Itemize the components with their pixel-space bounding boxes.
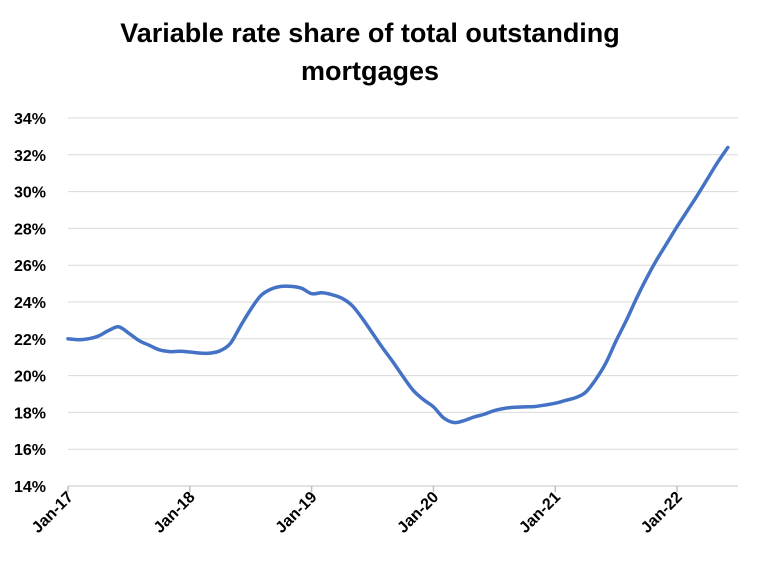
y-tick-label: 28% — [14, 221, 46, 238]
x-tick-label: Jan-20 — [394, 489, 442, 537]
x-tick-label: Jan-22 — [638, 489, 686, 537]
y-tick-label: 34% — [14, 111, 46, 128]
series-layer — [66, 145, 730, 425]
y-tick-label: 18% — [14, 405, 46, 422]
y-tick-label: 32% — [14, 148, 46, 165]
y-tick-label: 22% — [14, 332, 46, 349]
x-tick-label: Jan-19 — [273, 489, 321, 537]
y-tick-label: 26% — [14, 258, 46, 275]
x-tick-labels: Jan-17 Jan-18 Jan-19 Jan-20 Jan-21 Jan-22 — [29, 489, 686, 537]
x-tick-label: Jan-18 — [151, 489, 199, 537]
y-tick-label: 20% — [14, 369, 46, 386]
series-line — [66, 145, 730, 425]
y-tick-label: 16% — [14, 442, 46, 459]
y-tick-labels: 14% 16% 18% 20% 22% 24% 26% 28% 30% 32% 34% — [14, 111, 46, 496]
y-tick-label: 24% — [14, 295, 46, 312]
y-tick-label: 30% — [14, 185, 46, 202]
gridlines — [68, 117, 738, 450]
y-tick-label: 14% — [14, 479, 46, 496]
axes — [67, 485, 738, 492]
x-tick-label: Jan-21 — [516, 489, 564, 537]
chart-title: Variable rate share of total outstanding… — [120, 18, 620, 86]
